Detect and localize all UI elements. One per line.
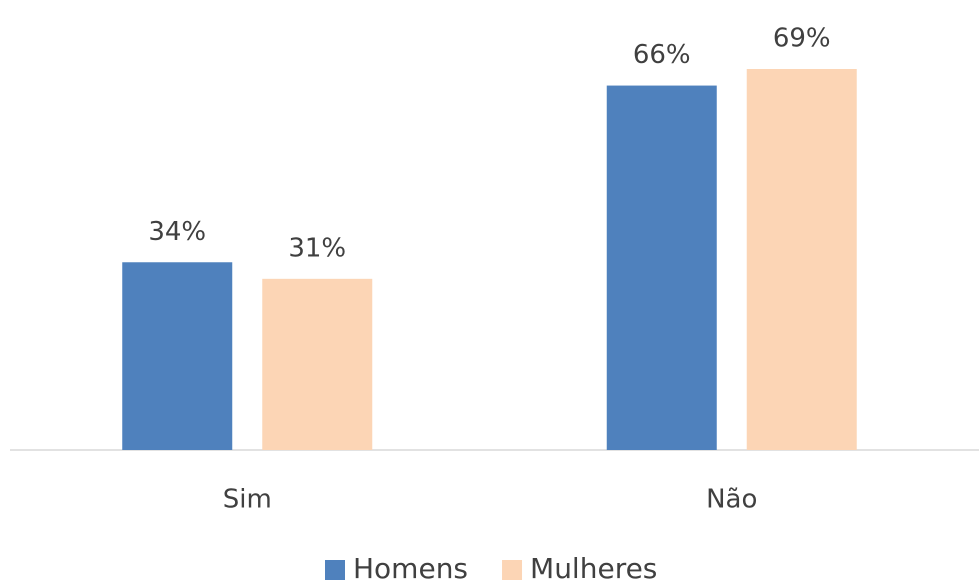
bar [122,262,233,450]
data-label: 31% [288,233,346,263]
bar [606,85,717,450]
bar [262,278,373,450]
legend-label: Mulheres [530,552,657,581]
x-tick-label: Sim [223,485,272,515]
bar [746,69,857,450]
data-label: 66% [633,40,691,70]
x-tick-label: Não [706,485,757,515]
legend-swatch [502,560,523,580]
legend-label: Homens [353,552,468,581]
legend-swatch [325,560,345,580]
data-label: 34% [148,217,206,247]
data-label: 69% [773,24,831,54]
